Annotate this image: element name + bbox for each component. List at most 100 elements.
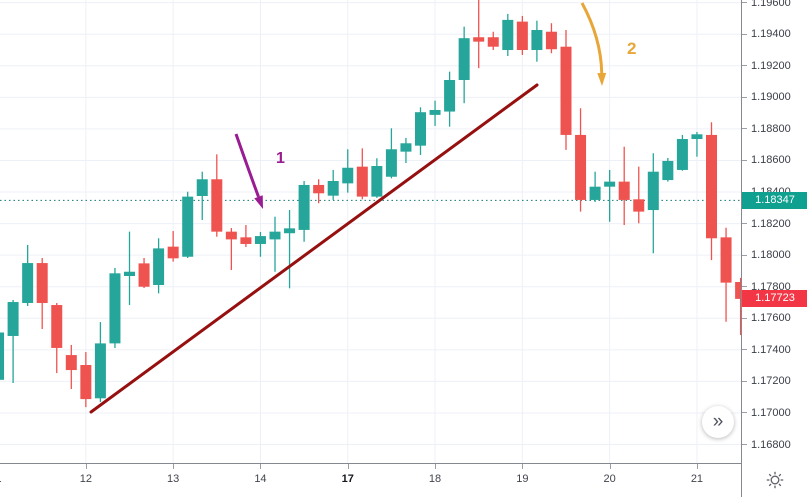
candle-down <box>356 148 368 200</box>
time-tick <box>260 464 262 469</box>
price-tick <box>742 380 747 382</box>
price-tick-label: 1.17800 <box>751 280 791 293</box>
time-tick-label: 13 <box>167 473 180 485</box>
candle-up <box>429 100 441 126</box>
candle-up <box>604 169 616 222</box>
candle-up <box>662 157 674 182</box>
price-tick <box>742 96 747 98</box>
candle-up <box>153 238 165 294</box>
price-tick <box>742 159 747 161</box>
candle-down <box>51 302 63 374</box>
candle-down <box>735 277 741 336</box>
price-tick <box>742 33 747 35</box>
annotation-label-1: 1 <box>276 150 285 167</box>
axis-settings-corner[interactable] <box>741 463 807 497</box>
price-line-badge: 1.18347 <box>742 191 807 209</box>
time-tick <box>522 464 524 469</box>
price-tick <box>742 128 747 130</box>
time-tick <box>435 464 437 469</box>
time-tick-label: 18 <box>428 473 442 485</box>
price-tick-label: 1.17400 <box>751 343 791 356</box>
time-tick-label: 1 <box>0 473 2 485</box>
candle-up <box>269 216 281 272</box>
price-tick <box>742 2 747 4</box>
candle-up <box>444 71 456 127</box>
scroll-to-recent-button[interactable]: » <box>702 406 734 438</box>
candle-up <box>400 137 412 164</box>
candle-up <box>298 181 310 242</box>
time-tick-label: 21 <box>690 473 704 485</box>
candle-up <box>691 131 703 157</box>
candle-down <box>473 0 485 69</box>
candle-up <box>458 26 470 104</box>
candle-up <box>109 267 121 348</box>
price-tick <box>742 223 747 225</box>
candle-down <box>487 31 499 51</box>
annotation-label-2: 2 <box>627 39 636 58</box>
candle-up <box>531 20 543 62</box>
candle-up <box>7 299 19 383</box>
price-tick <box>742 286 747 288</box>
time-axis[interactable]: 1 12 13 14 17 18 19 20 21 <box>0 463 807 497</box>
candle-up <box>342 149 354 193</box>
time-tick <box>347 464 349 469</box>
time-tick <box>696 464 698 469</box>
price-tick <box>742 254 747 256</box>
candle-down <box>211 154 223 237</box>
price-tick-label: 1.18200 <box>751 217 791 230</box>
price-tick-label: 1.18600 <box>751 154 791 167</box>
candle-up <box>371 158 383 198</box>
candle-up <box>254 231 266 257</box>
last-price-badge: 1.17723 <box>742 290 807 308</box>
price-tick <box>742 317 747 319</box>
price-tick-label: 1.19200 <box>751 59 791 72</box>
price-tick-label: 1.19000 <box>751 91 791 104</box>
candle-up <box>124 231 135 306</box>
candle-up <box>415 107 426 155</box>
settings-gear-icon[interactable] <box>766 471 784 489</box>
candles <box>0 0 741 408</box>
candle-down <box>65 344 77 389</box>
time-tick <box>173 464 175 469</box>
price-tick-label: 1.19600 <box>751 0 791 9</box>
candle-down <box>240 225 252 247</box>
time-tick-label: 17 <box>341 473 354 485</box>
candlestick-chart[interactable]: 12 <box>0 0 741 463</box>
arrow-annotations[interactable]: 12 <box>234 2 636 209</box>
candle-up <box>22 244 34 306</box>
price-tick-label: 1.19400 <box>751 28 791 41</box>
trendline-drawing[interactable] <box>89 83 539 414</box>
price-tick <box>742 349 747 351</box>
price-tick-label: 1.18800 <box>751 122 791 135</box>
candle-up <box>0 332 5 380</box>
candle-up <box>589 171 601 202</box>
price-axis[interactable]: 1.19600 1.19400 1.19200 1.19000 1.18800 1.186… <box>741 0 807 463</box>
candle-down <box>138 258 150 288</box>
price-tick-label: 1.17200 <box>751 375 791 388</box>
time-tick <box>609 464 611 469</box>
arrow-annotation-1[interactable]: 1 <box>234 133 285 209</box>
time-tick <box>85 464 87 469</box>
candle-up <box>385 128 397 179</box>
candle-down <box>313 179 325 204</box>
price-tick-label: 1.16800 <box>751 438 791 451</box>
candle-down <box>618 146 630 226</box>
candle-up <box>502 13 514 57</box>
price-tick <box>742 65 747 67</box>
candle-down <box>36 258 48 330</box>
candle-down <box>80 352 92 408</box>
price-tick <box>742 412 747 414</box>
candle-down <box>560 29 572 150</box>
candle-up <box>647 153 659 254</box>
time-tick-label: 14 <box>254 473 267 485</box>
candle-down <box>575 108 587 212</box>
candle-up <box>182 191 194 259</box>
price-tick <box>742 444 747 446</box>
arrow-annotation-2[interactable]: 2 <box>580 2 636 86</box>
price-tick-label: 1.17600 <box>751 312 791 325</box>
candle-up <box>676 134 688 171</box>
candle-down <box>633 166 645 224</box>
candle-up <box>94 322 106 403</box>
